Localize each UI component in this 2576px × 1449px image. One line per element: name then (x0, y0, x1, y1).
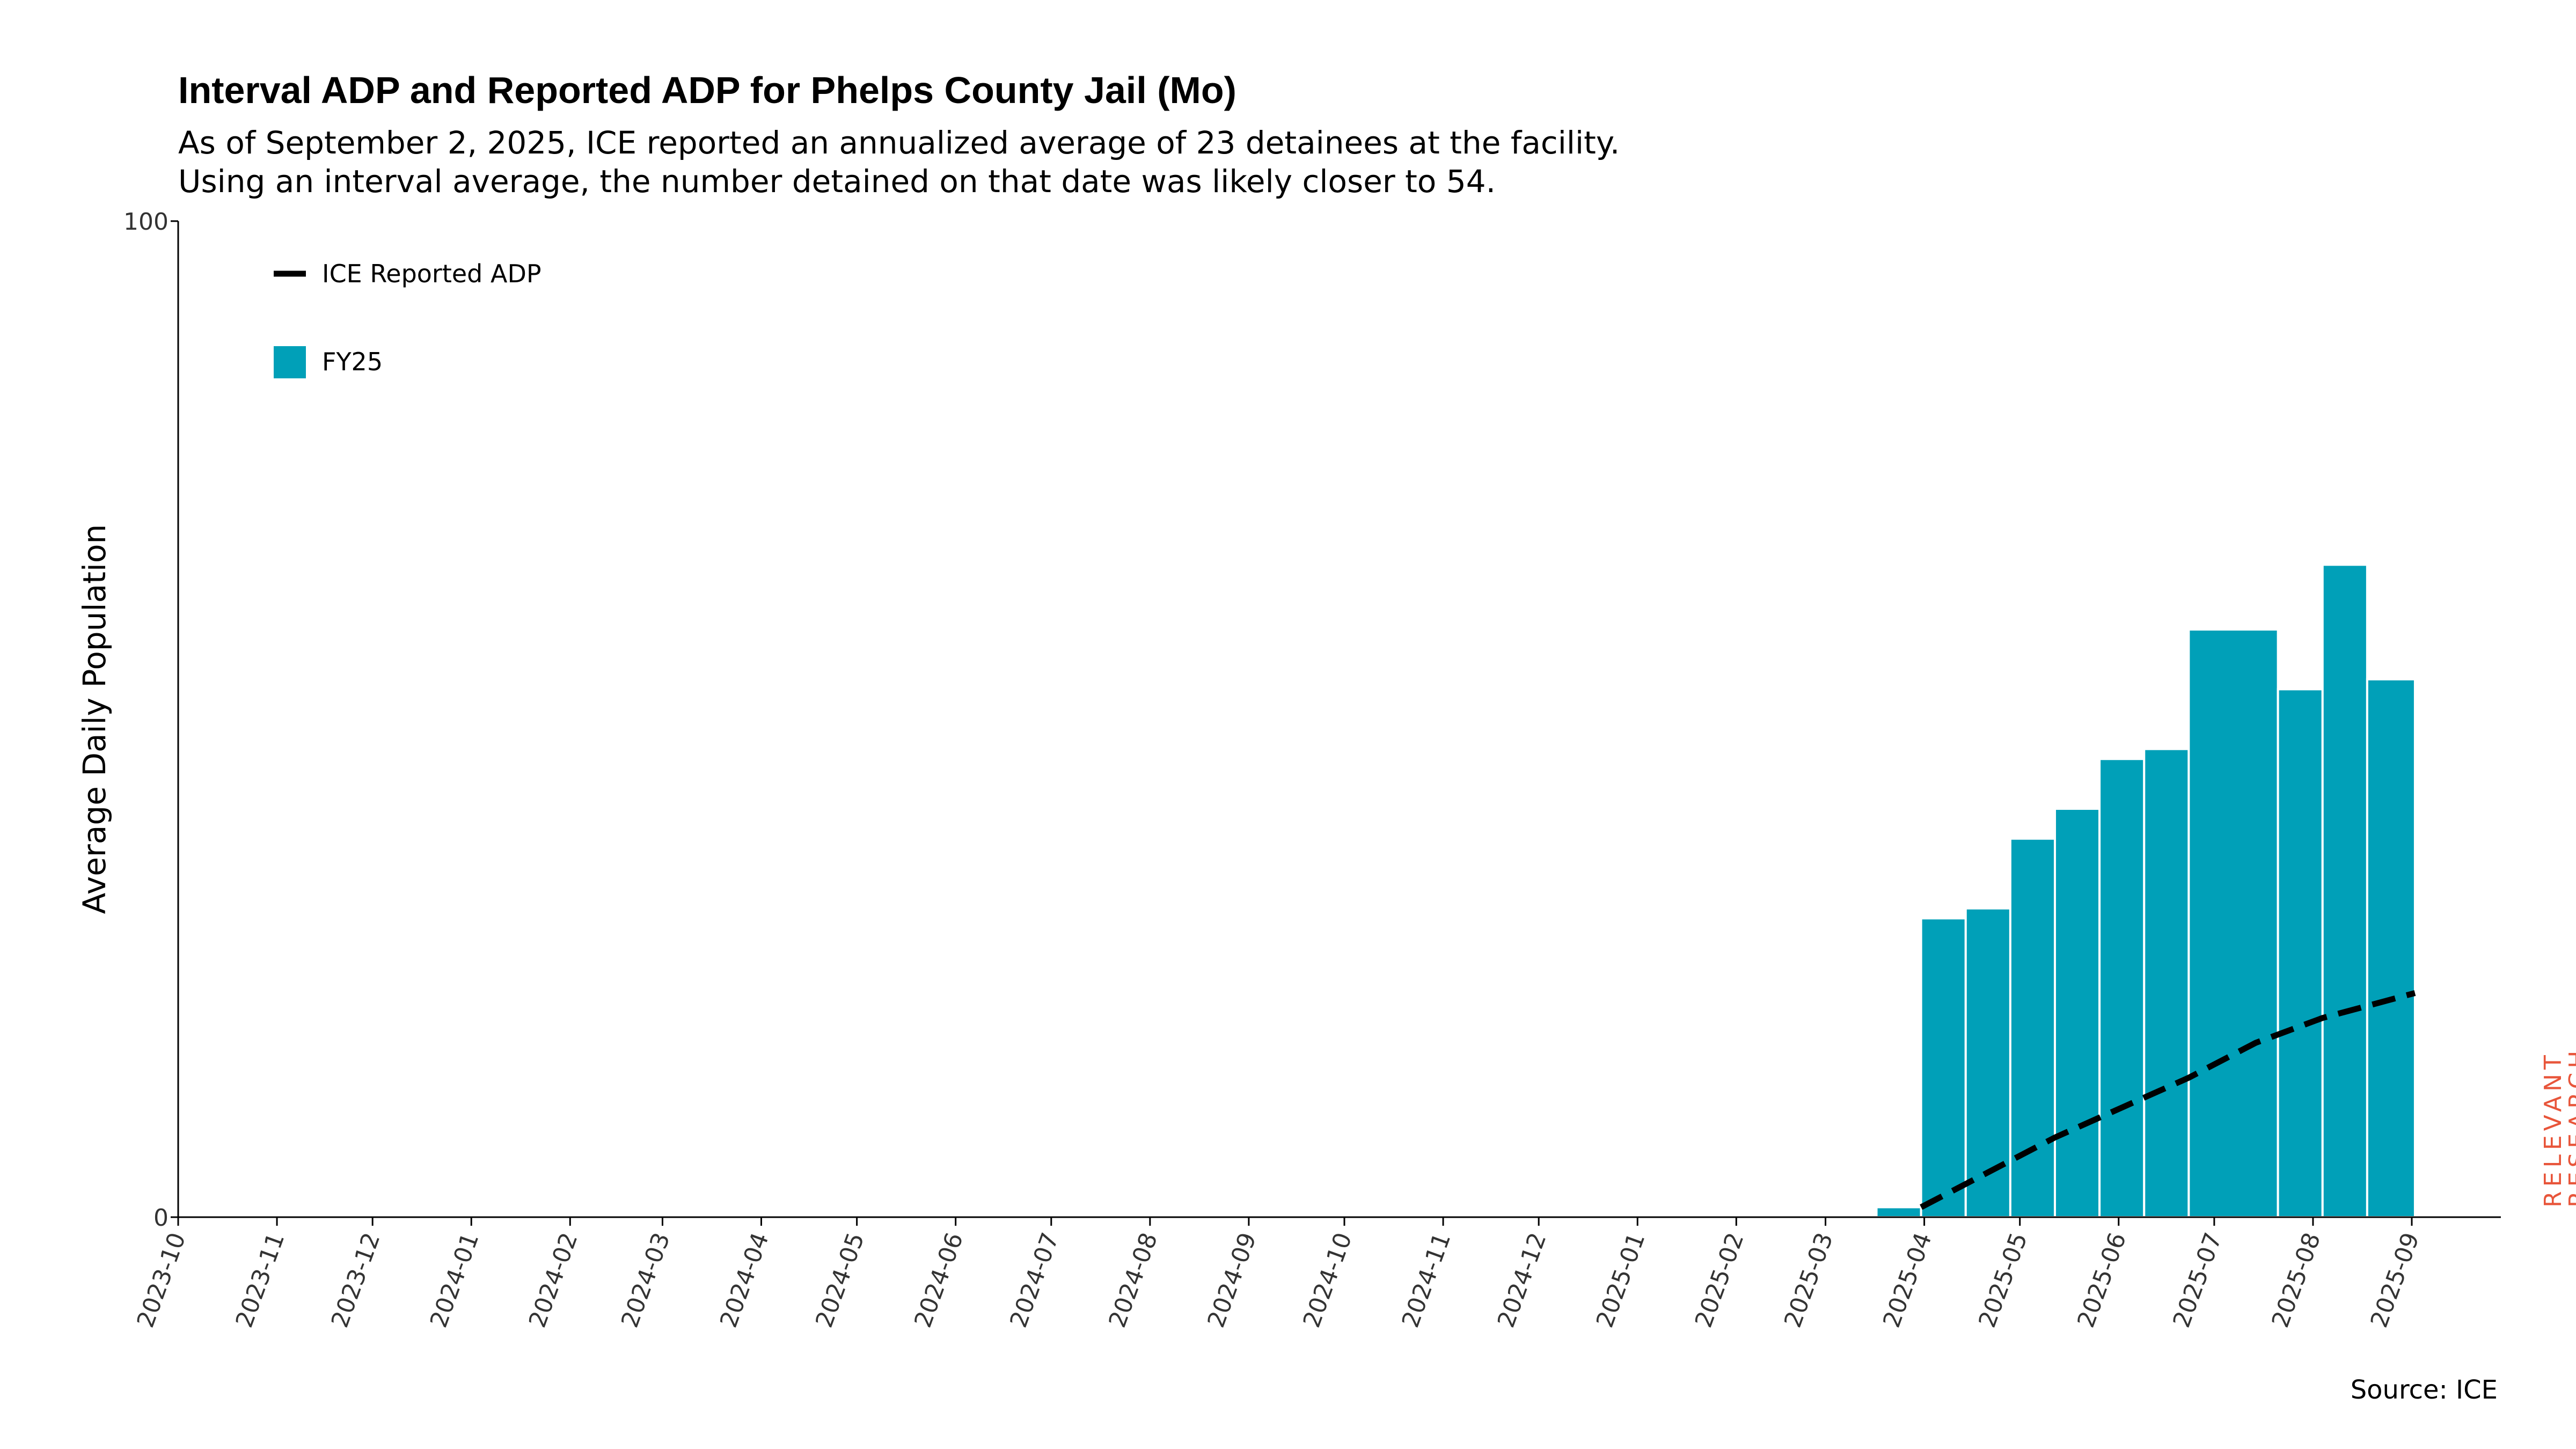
x-tick-label-2024-07: 2024-07 (1005, 1229, 1064, 1331)
x-tick-label-2024-06: 2024-06 (909, 1229, 969, 1331)
x-tick-label-2023-10: 2023-10 (132, 1229, 192, 1331)
x-tick-label-2025-03: 2025-03 (1779, 1229, 1839, 1331)
bar-2025-07-21 (2277, 688, 2324, 1218)
x-tick-label-2025-02: 2025-02 (1690, 1229, 1750, 1331)
ice-reported-adp-line (1920, 990, 2416, 1210)
x-tick-label-2024-11: 2024-11 (1397, 1229, 1457, 1331)
relevant-research-logo: RELEVANT . RESEARCH (2540, 1046, 2576, 1208)
y-tick-label-0: 0 (153, 1204, 169, 1232)
legend-label-fy25: FY25 (322, 347, 383, 376)
x-tick-label-2024-12: 2024-12 (1492, 1229, 1552, 1331)
x-tick-label-2024-03: 2024-03 (616, 1229, 676, 1331)
bar-2025-03-17 (1875, 1206, 1922, 1218)
x-tick-label-2023-12: 2023-12 (326, 1229, 386, 1331)
x-tick-label-2024-02: 2024-02 (524, 1229, 583, 1331)
chart-title: Interval ADP and Reported ADP for Phelps… (178, 69, 1236, 111)
bars-layer (1875, 564, 2416, 1219)
x-tick-label-2025-04: 2025-04 (1878, 1229, 1937, 1331)
legend-bar-swatch (274, 346, 306, 378)
bar-2025-06-23 (2187, 628, 2279, 1218)
bar-2025-08-18 (2366, 678, 2416, 1218)
source-note: Source: ICE (2350, 1375, 2498, 1405)
legend-label-ice-reported-adp: ICE Reported ADP (322, 259, 541, 288)
x-tick-label-2025-09: 2025-09 (2366, 1229, 2425, 1331)
x-tick-label-2025-08: 2025-08 (2266, 1229, 2326, 1331)
svg-text:RESEARCH: RESEARCH (2564, 1046, 2576, 1208)
chart-subtitle-line-1: As of September 2, 2025, ICE reported an… (178, 125, 1620, 161)
x-tick-label-2024-10: 2024-10 (1298, 1229, 1358, 1331)
bar-2025-03-31 (1920, 917, 1967, 1218)
x-tick-label-2024-04: 2024-04 (715, 1229, 774, 1331)
x-tick-label-2023-11: 2023-11 (231, 1229, 290, 1331)
x-tick-label-2025-01: 2025-01 (1591, 1229, 1651, 1331)
bar-2025-05-12 (2054, 808, 2101, 1219)
x-tick-label-2025-07: 2025-07 (2168, 1229, 2227, 1331)
x-tick-label-2025-06: 2025-06 (2072, 1229, 2132, 1331)
x-tick-label-2024-01: 2024-01 (425, 1229, 485, 1331)
y-axis-label: Average Daily Population (76, 524, 113, 914)
svg-text:RELEVANT: RELEVANT (2540, 1051, 2567, 1208)
y-tick-label-100: 100 (123, 208, 169, 236)
x-tick-label-2025-05: 2025-05 (1973, 1229, 2033, 1331)
bar-2025-08-04 (2321, 564, 2368, 1218)
x-tick-label-2024-09: 2024-09 (1202, 1229, 1262, 1331)
chart-subtitle-line-2: Using an interval average, the number de… (178, 163, 1496, 200)
bar-2025-05-26 (2098, 758, 2146, 1218)
line-layer (1920, 990, 2416, 1210)
x-tick-label-2024-05: 2024-05 (810, 1229, 870, 1331)
x-tick-label-2024-08: 2024-08 (1103, 1229, 1163, 1331)
legend-layer: ICE Reported ADP FY25 (274, 259, 541, 378)
bar-2025-06-09 (2143, 748, 2190, 1219)
